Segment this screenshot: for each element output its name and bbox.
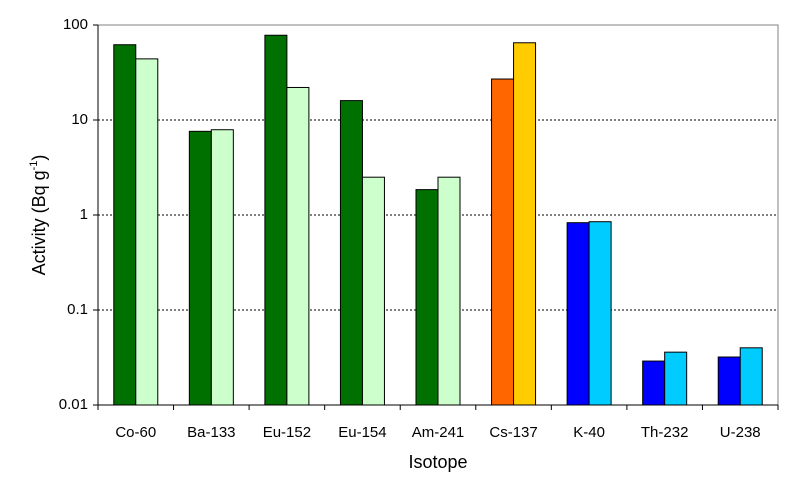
x-tick-label: U-238 bbox=[720, 424, 761, 441]
bar bbox=[135, 58, 159, 406]
bar bbox=[588, 221, 612, 406]
bar bbox=[437, 176, 461, 406]
bar bbox=[513, 42, 537, 406]
bar bbox=[264, 34, 288, 406]
bar bbox=[113, 44, 137, 406]
bar bbox=[210, 129, 234, 406]
y-tick-label: 0.01 bbox=[59, 396, 88, 413]
x-axis-label: Isotope bbox=[408, 452, 467, 472]
bar bbox=[717, 356, 741, 406]
x-tick-label: Co-60 bbox=[115, 424, 156, 441]
bar bbox=[664, 351, 688, 406]
x-tick-label: Ba-133 bbox=[187, 424, 235, 441]
bar bbox=[188, 130, 212, 406]
y-label-sup: -1 bbox=[28, 161, 40, 171]
x-tick-label: K-40 bbox=[573, 424, 605, 441]
x-tick-label: Eu-154 bbox=[338, 424, 386, 441]
y-tick-label: 1 bbox=[80, 206, 88, 223]
y-axis-label: Activity (Bq g-1) bbox=[28, 155, 49, 276]
y-label-text: Activity (Bq g bbox=[29, 170, 49, 275]
bar bbox=[361, 176, 385, 406]
bar bbox=[491, 78, 515, 406]
x-tick-label: Eu-152 bbox=[263, 424, 311, 441]
x-tick-label: Cs-137 bbox=[489, 424, 537, 441]
bar bbox=[339, 100, 363, 406]
bar bbox=[739, 347, 763, 406]
y-tick-label: 10 bbox=[71, 111, 88, 128]
x-tick-label: Am-241 bbox=[412, 424, 465, 441]
y-tick-label: 0.1 bbox=[67, 301, 88, 318]
bar bbox=[415, 189, 439, 406]
bar bbox=[642, 360, 666, 406]
bar bbox=[566, 222, 590, 406]
y-tick-label: 100 bbox=[63, 16, 88, 33]
bar bbox=[286, 86, 310, 406]
x-tick-label: Th-232 bbox=[641, 424, 689, 441]
y-label-close: ) bbox=[29, 155, 49, 161]
